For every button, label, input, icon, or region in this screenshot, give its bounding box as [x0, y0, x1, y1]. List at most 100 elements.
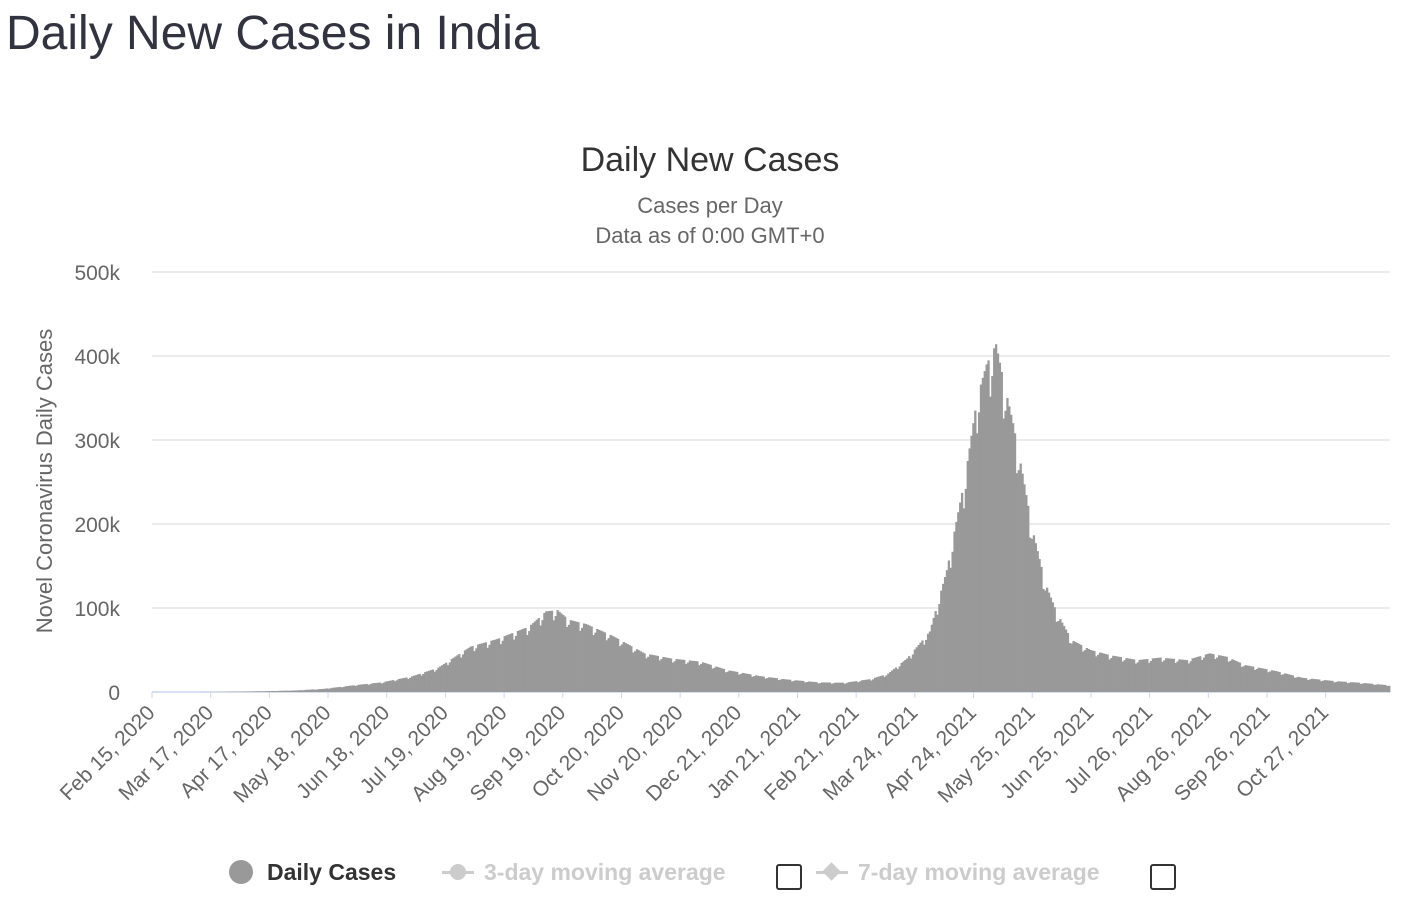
- daily-case-bar: [1229, 660, 1232, 692]
- daily-case-bar: [1089, 650, 1092, 692]
- daily-case-bar: [607, 638, 610, 692]
- daily-case-bar: [1259, 668, 1262, 692]
- daily-case-bar: [511, 633, 514, 692]
- daily-case-bar: [632, 652, 635, 692]
- daily-case-bar: [1380, 684, 1383, 692]
- toggle-3-day-average-checkbox[interactable]: [776, 864, 802, 890]
- daily-case-bar: [1197, 656, 1200, 692]
- daily-case-bar: [764, 678, 767, 692]
- daily-case-bar: [977, 412, 981, 692]
- daily-case-bar: [1061, 622, 1064, 692]
- daily-case-bar: [407, 678, 410, 692]
- daily-case-bar: [930, 624, 933, 692]
- daily-case-bar: [1308, 679, 1312, 692]
- daily-case-bar: [805, 682, 809, 692]
- daily-case-bar: [599, 630, 603, 692]
- daily-case-bar: [768, 677, 771, 692]
- daily-case-bar: [1159, 657, 1162, 692]
- daily-case-bar: [641, 652, 644, 692]
- daily-case-bar: [1202, 657, 1206, 692]
- daily-case-bar: [1291, 675, 1295, 692]
- daily-case-bar: [274, 691, 278, 692]
- daily-case-bar: [959, 502, 962, 692]
- legend-daily-cases[interactable]: Daily Cases: [229, 852, 396, 892]
- daily-case-bar: [1376, 684, 1380, 692]
- daily-case-bar: [282, 690, 285, 692]
- daily-case-bar: [1180, 659, 1183, 692]
- daily-case-bar: [271, 691, 274, 692]
- daily-case-bar: [679, 659, 682, 692]
- daily-case-bar: [671, 662, 675, 692]
- daily-case-bar: [643, 653, 646, 692]
- daily-case-bar: [987, 360, 990, 692]
- daily-case-bar: [615, 637, 618, 692]
- daily-case-bar: [452, 657, 455, 692]
- daily-case-bar: [809, 681, 813, 692]
- daily-case-bar: [373, 683, 376, 692]
- daily-case-bar: [703, 662, 707, 692]
- daily-case-bar: [1378, 684, 1381, 692]
- daily-case-bar: [541, 620, 544, 692]
- daily-case-bar: [1011, 423, 1015, 692]
- y-tick-label: 100k: [74, 598, 120, 621]
- daily-case-bar: [1348, 682, 1351, 692]
- legend-3-day-average[interactable]: 3-day moving average: [442, 852, 726, 892]
- daily-case-bar: [645, 658, 648, 692]
- chart-subtitle-line-2: Data as of 0:00 GMT+0: [595, 223, 824, 248]
- daily-case-bar: [857, 682, 860, 692]
- daily-case-bar: [1335, 681, 1338, 692]
- daily-case-bar: [539, 625, 542, 692]
- daily-case-bar: [688, 660, 692, 692]
- daily-case-bar: [743, 673, 746, 692]
- daily-case-bar: [327, 688, 331, 692]
- daily-case-bar: [1248, 665, 1251, 692]
- daily-case-bar: [868, 679, 871, 692]
- toggle-7-day-average-checkbox[interactable]: [1150, 864, 1176, 890]
- daily-case-bar: [341, 687, 344, 692]
- daily-case-bar: [751, 676, 754, 692]
- daily-case-bar: [1333, 682, 1336, 692]
- daily-case-bar: [745, 673, 748, 692]
- daily-case-bar: [794, 680, 797, 692]
- daily-case-bar: [800, 680, 803, 692]
- daily-case-bar: [1208, 653, 1211, 692]
- daily-case-bar: [431, 669, 435, 692]
- daily-case-bar: [1123, 660, 1126, 692]
- daily-case-bar: [633, 651, 637, 692]
- daily-case-bar: [1261, 668, 1264, 692]
- daily-case-bar: [1104, 654, 1107, 692]
- daily-case-bar: [1091, 650, 1094, 692]
- daily-case-bar: [1163, 660, 1166, 692]
- daily-case-bar: [601, 631, 605, 692]
- daily-case-bar: [1172, 658, 1175, 692]
- daily-case-bar: [414, 675, 418, 692]
- daily-case-bar: [926, 633, 930, 692]
- daily-case-bar: [505, 635, 508, 692]
- legend-7-day-average[interactable]: 7-day moving average: [816, 852, 1100, 892]
- daily-case-bar: [1293, 677, 1296, 692]
- daily-case-bar: [1059, 619, 1062, 692]
- daily-case-bar: [851, 681, 854, 692]
- daily-case-bar: [596, 629, 599, 692]
- daily-case-bar: [306, 689, 310, 692]
- daily-case-bar: [1078, 643, 1081, 692]
- daily-case-bar: [934, 611, 937, 692]
- daily-case-bar: [1017, 470, 1020, 692]
- daily-case-bar: [1157, 657, 1160, 692]
- daily-case-bar: [872, 679, 875, 692]
- daily-case-bar: [1057, 621, 1060, 692]
- daily-case-bar: [376, 682, 380, 692]
- daily-case-bar: [1257, 667, 1260, 692]
- daily-case-bar: [388, 680, 391, 692]
- daily-case-bar: [1132, 659, 1136, 692]
- daily-case-bar: [773, 677, 777, 692]
- daily-case-bar: [1187, 663, 1191, 692]
- daily-case-bar: [609, 634, 612, 692]
- daily-case-bar: [450, 658, 453, 692]
- daily-case-bar: [734, 671, 737, 692]
- daily-case-bar: [942, 583, 945, 692]
- daily-case-bar: [1168, 658, 1172, 692]
- daily-case-bar: [787, 679, 790, 692]
- daily-case-bar: [1063, 626, 1066, 692]
- daily-case-bar: [702, 662, 705, 692]
